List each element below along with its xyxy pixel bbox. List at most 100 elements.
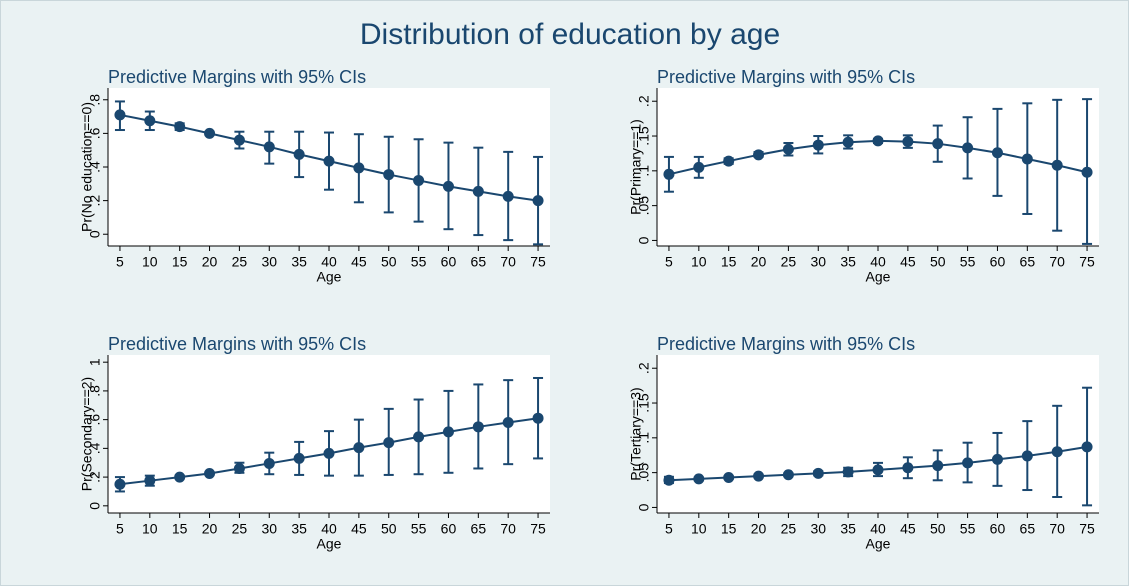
x-tick-label: 70 [500,254,516,270]
x-tick-label: 5 [116,254,124,270]
marker [962,457,974,469]
x-tick-label: 25 [781,254,797,270]
marker [932,460,944,472]
y-tick-label: 0 [636,236,652,244]
marker [723,472,735,484]
x-tick-label: 35 [291,521,307,537]
x-tick-label: 20 [751,254,767,270]
marker [383,437,395,449]
x-tick-label: 75 [1079,521,1095,537]
y-tick-label: .15 [636,393,652,413]
x-tick-label: 15 [172,254,188,270]
x-tick-label: 65 [471,254,487,270]
marker [442,426,454,438]
x-tick-label: 15 [721,254,737,270]
marker [1081,166,1093,178]
y-axis-label: Pr(Tertiary==3) [628,387,644,480]
x-tick-label: 55 [411,521,427,537]
x-tick-label: 55 [411,254,427,270]
x-tick-label: 65 [1020,254,1036,270]
marker [323,155,335,167]
panel: Predictive Margins with 95% CIs 0 .05 .1 .15… [628,334,1099,552]
x-tick-label: 65 [471,521,487,537]
marker [174,471,186,483]
marker [663,474,675,486]
marker [502,190,514,202]
marker [991,453,1003,465]
marker [902,462,914,474]
x-tick-label: 75 [530,521,546,537]
x-tick-label: 40 [321,254,337,270]
x-tick-label: 70 [1049,521,1065,537]
marker [204,127,216,139]
x-tick-label: 10 [142,254,158,270]
marker [663,168,675,180]
marker [472,185,484,197]
x-tick-label: 45 [351,254,367,270]
marker [144,115,156,127]
marker [812,139,824,151]
x-tick-label: 65 [1020,521,1036,537]
y-tick-label: 0 [87,502,103,510]
plot-area [657,88,1099,246]
y-tick-label: .8 [87,94,103,106]
marker [353,442,365,454]
marker [932,138,944,150]
y-tick-label: .05 [636,463,652,483]
marker [1051,446,1063,458]
marker [353,162,365,174]
panel-title: Predictive Margins with 95% CIs [657,67,915,87]
marker [872,135,884,147]
marker [293,452,305,464]
x-tick-label: 50 [381,521,397,537]
y-tick-label: .2 [87,471,103,483]
x-tick-label: 60 [441,521,457,537]
x-tick-label: 50 [381,254,397,270]
x-tick-label: 60 [441,254,457,270]
x-tick-label: 35 [840,254,856,270]
x-tick-label: 10 [691,521,707,537]
marker [174,121,186,133]
x-tick-label: 10 [691,254,707,270]
x-tick-label: 50 [930,254,946,270]
y-tick-label: .6 [87,414,103,426]
marker [323,447,335,459]
x-tick-label: 75 [530,254,546,270]
y-axis-label: Pr(Primary==1) [628,119,644,215]
y-tick-label: .15 [636,126,652,146]
marker [812,467,824,479]
x-tick-label: 70 [500,521,516,537]
marker [114,109,126,121]
marker [532,412,544,424]
x-tick-label: 45 [900,521,916,537]
chart-title: Distribution of education by age [360,18,780,51]
x-tick-label: 5 [116,521,124,537]
panel-title: Predictive Margins with 95% CIs [108,334,366,354]
x-tick-label: 60 [990,521,1006,537]
x-tick-label: 30 [261,254,277,270]
marker [413,431,425,443]
x-tick-label: 30 [810,254,826,270]
y-tick-label: 1 [87,358,103,366]
marker [233,134,245,146]
x-tick-label: 20 [202,521,218,537]
x-tick-label: 25 [232,521,248,537]
marker [502,417,514,429]
x-tick-label: 25 [232,254,248,270]
y-tick-label: .2 [87,195,103,207]
x-tick-label: 75 [1079,254,1095,270]
x-axis-label: Age [317,269,342,285]
panel-title: Predictive Margins with 95% CIs [657,334,915,354]
marker [693,161,705,173]
marker [144,475,156,487]
x-tick-label: 20 [202,254,218,270]
x-tick-label: 5 [665,521,673,537]
y-tick-label: .4 [87,161,103,173]
y-tick-label: .1 [636,432,652,444]
x-tick-label: 15 [172,521,188,537]
marker [1081,441,1093,453]
x-tick-label: 55 [960,521,976,537]
x-tick-label: 30 [810,521,826,537]
